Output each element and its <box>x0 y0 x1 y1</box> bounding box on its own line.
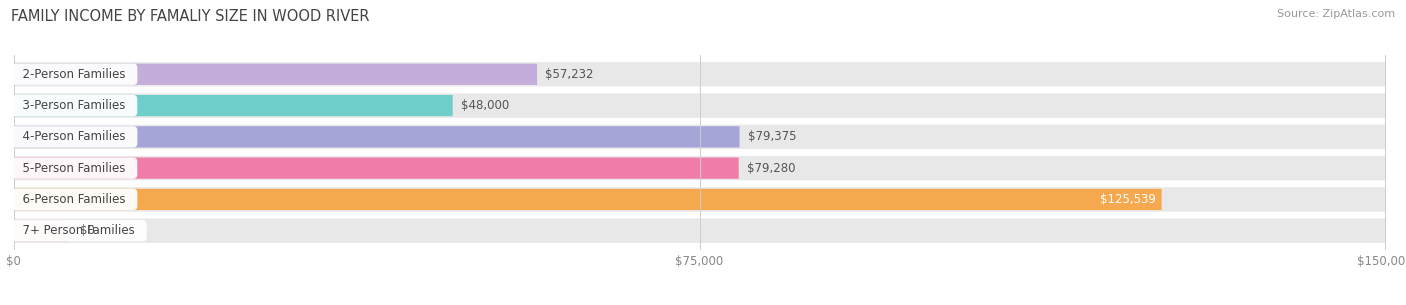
PathPatch shape <box>14 93 1385 118</box>
Text: 3-Person Families: 3-Person Families <box>15 99 134 112</box>
PathPatch shape <box>14 62 1385 87</box>
PathPatch shape <box>14 187 1385 212</box>
Text: $125,539: $125,539 <box>1101 193 1156 206</box>
Text: 4-Person Families: 4-Person Families <box>15 130 134 143</box>
Text: $79,375: $79,375 <box>748 130 796 143</box>
Text: 7+ Person Families: 7+ Person Families <box>15 224 142 237</box>
PathPatch shape <box>14 189 1161 210</box>
Text: Source: ZipAtlas.com: Source: ZipAtlas.com <box>1277 9 1395 19</box>
Text: FAMILY INCOME BY FAMALIY SIZE IN WOOD RIVER: FAMILY INCOME BY FAMALIY SIZE IN WOOD RI… <box>11 9 370 24</box>
PathPatch shape <box>14 156 1385 180</box>
Text: $48,000: $48,000 <box>461 99 509 112</box>
Text: 6-Person Families: 6-Person Families <box>15 193 134 206</box>
PathPatch shape <box>14 64 537 85</box>
Text: 2-Person Families: 2-Person Families <box>15 68 134 81</box>
Text: $0: $0 <box>80 224 94 237</box>
PathPatch shape <box>14 218 1385 243</box>
Text: $79,280: $79,280 <box>747 162 796 175</box>
PathPatch shape <box>14 125 1385 149</box>
Text: $57,232: $57,232 <box>546 68 593 81</box>
PathPatch shape <box>14 157 738 179</box>
Text: 5-Person Families: 5-Person Families <box>15 162 134 175</box>
PathPatch shape <box>14 220 69 241</box>
PathPatch shape <box>14 126 740 148</box>
PathPatch shape <box>14 95 453 116</box>
